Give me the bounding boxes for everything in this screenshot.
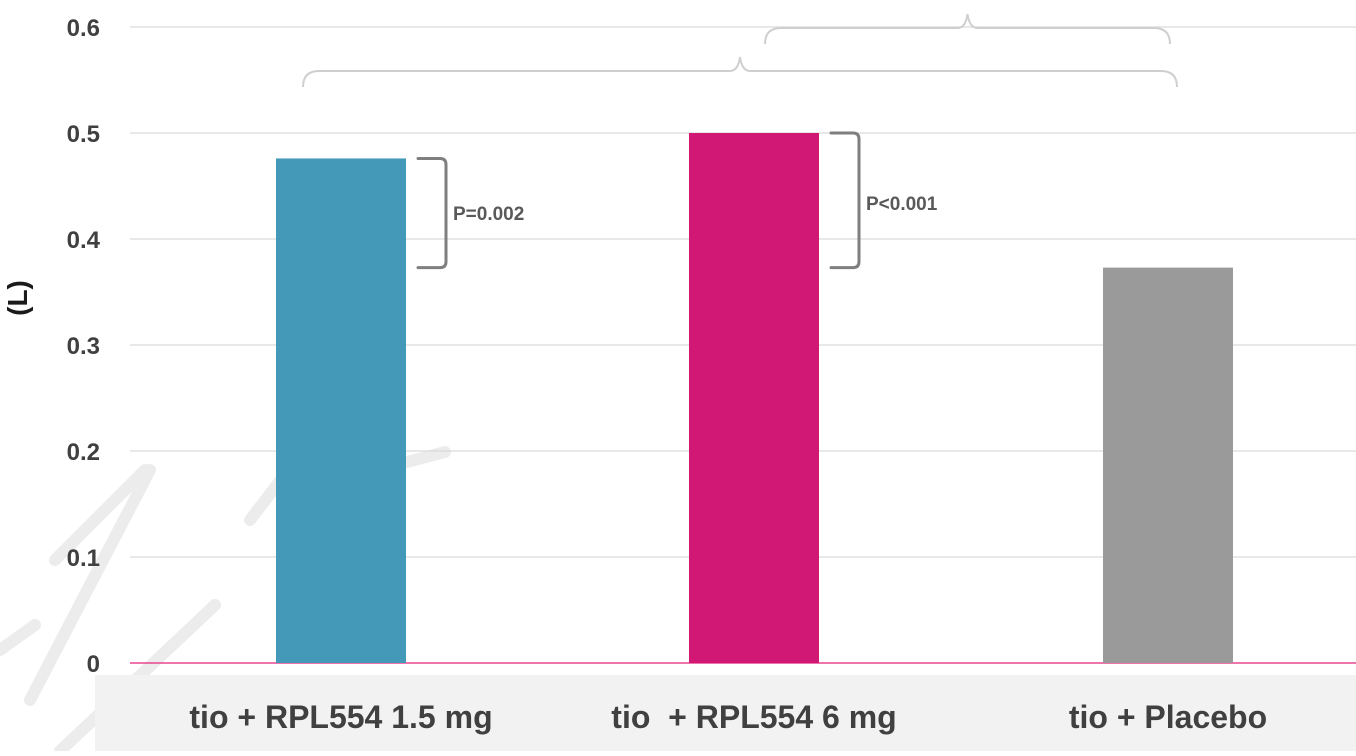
p-value-label: P=0.002 [453, 204, 524, 225]
x-category-label: tio + Placebo [1069, 699, 1267, 735]
comparison-brace [764, 13, 1171, 45]
y-tick-label: 0.5 [67, 121, 100, 148]
p-value-bracket [829, 131, 861, 270]
p-value-bracket [416, 156, 448, 270]
bar [1103, 267, 1233, 663]
y-axis-label: (L) [2, 280, 33, 316]
comparison-brace [302, 56, 1178, 88]
y-tick-label: 0.3 [67, 333, 100, 360]
x-category-label: tio + RPL554 1.5 mg [189, 699, 492, 735]
category-band [95, 675, 1356, 751]
y-tick-label: 0 [87, 651, 100, 678]
watermark-stroke [24, 464, 156, 706]
y-tick-label: 0.1 [67, 545, 100, 572]
watermark-stroke [49, 464, 151, 566]
y-tick-label: 0.2 [67, 439, 100, 466]
p-value-label: P<0.001 [866, 194, 938, 215]
bar [689, 133, 819, 663]
watermark-stroke [0, 619, 41, 656]
bar [276, 158, 406, 663]
y-tick-label: 0.4 [67, 227, 101, 254]
x-category-label: tio + RPL554 6 mg [611, 699, 896, 735]
y-tick-label: 0.6 [67, 15, 100, 42]
